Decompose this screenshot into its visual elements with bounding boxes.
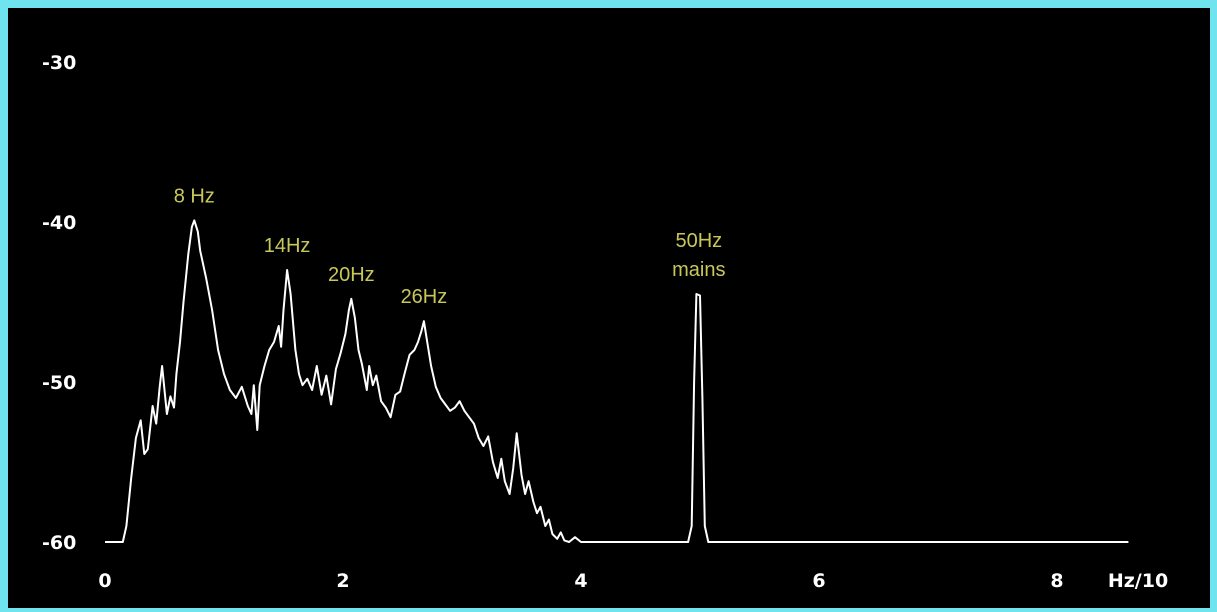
x-tick-label: 6 [812,570,825,592]
annotation-peak-50hz-mains: 50Hz mains [672,230,725,281]
x-tick-label: 2 [336,570,349,592]
annotation-peak-14hz: 14Hz [264,235,311,257]
spectrum-chart-panel: -30 -40 -50 -60 0 2 4 6 8 Hz/10 8 Hz 14Hz 20Hz 26H… [8,8,1210,608]
annotation-label: mains [672,259,725,281]
peak-annotations: 8 Hz 14Hz 20Hz 26Hz 50Hz mains [174,185,726,308]
annotation-peak-8hz: 8 Hz [174,185,215,207]
x-axis-label: Hz/10 [1108,570,1168,592]
annotation-peak-20hz: 20Hz [328,264,375,286]
annotation-label: 50Hz [675,230,722,252]
y-tick-label: -40 [42,212,76,234]
x-tick-label: 8 [1050,570,1063,592]
annotation-label: 8 Hz [174,185,215,207]
spectrum-chart: -30 -40 -50 -60 0 2 4 6 8 Hz/10 8 Hz 14Hz 20Hz 26H… [42,52,1168,592]
annotation-peak-26hz: 26Hz [401,286,448,308]
annotation-label: 20Hz [328,264,375,286]
x-tick-label: 0 [98,570,111,592]
x-tick-label: 4 [574,570,587,592]
y-axis-ticks: -30 -40 -50 -60 [42,52,76,554]
annotation-label: 14Hz [264,235,311,257]
annotation-label: 26Hz [401,286,448,308]
spectrum-trace [105,219,1129,543]
y-tick-label: -60 [42,532,76,554]
x-axis-ticks: 0 2 4 6 8 [98,570,1063,592]
y-tick-label: -50 [42,372,76,394]
y-tick-label: -30 [42,52,76,74]
